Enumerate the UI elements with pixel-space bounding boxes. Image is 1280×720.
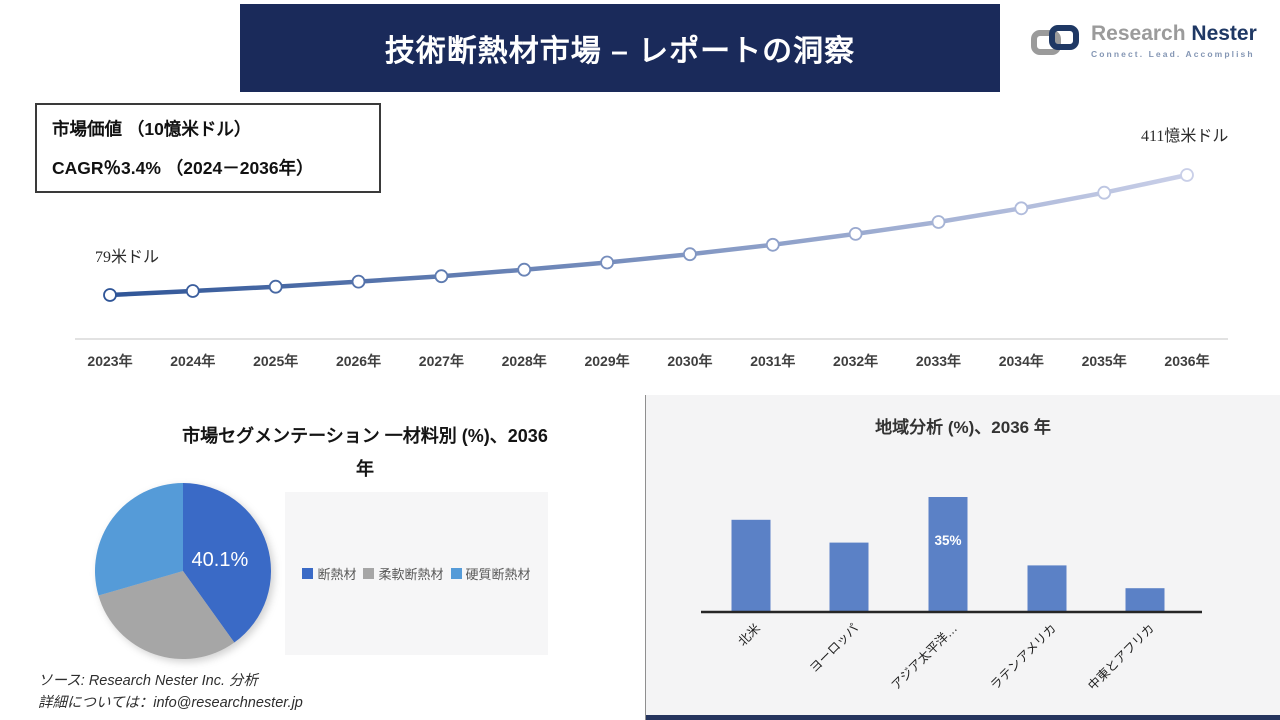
line-point	[517, 262, 532, 277]
x-axis-label: 2035年	[1081, 353, 1127, 369]
line-end-value-label: 411憶米ドル	[1141, 128, 1229, 145]
pie-legend: 断熱材 柔軟断熱材 硬質断熱材	[302, 564, 531, 583]
segmentation-pie-chart: 40.1%	[94, 483, 272, 660]
bar-category-label: 北米	[736, 621, 764, 649]
bar-category-label: アジア太平洋…	[888, 621, 960, 693]
source-line: ソース: Research Nester Inc. 分析	[38, 673, 259, 689]
logo-tagline: Connect. Lead. Accomplish	[1091, 49, 1255, 60]
legend-swatch-icon	[450, 568, 462, 579]
regional-bar-chart-panel: 地域分析 (%)、2036 年 北米 ヨーロッパ 35% アジア太平洋… ラテンアメリカ…	[645, 395, 1280, 720]
pie-legend-panel: 断熱材 柔軟断熱材 硬質断熱材	[285, 492, 548, 655]
panel-bottom-accent	[646, 715, 1280, 720]
line-point	[683, 247, 697, 262]
x-axis-label: 2032年	[833, 353, 879, 369]
source-note: ソース: Research Nester Inc. 分析 詳細については：inf…	[38, 671, 303, 715]
bar	[829, 542, 869, 611]
legend-swatch-icon	[302, 568, 314, 579]
logo-wordmark: Research Nester	[1091, 22, 1257, 45]
x-axis-label: 2036年	[1164, 353, 1210, 369]
page-title: 技術断熱材市場 – レポートの洞察	[384, 35, 856, 68]
cagr-label: CAGR％3.4% （2024－2036年）	[52, 158, 314, 178]
x-axis-label: 2025年	[253, 353, 299, 369]
legend-label: 硬質断熱材	[465, 567, 531, 582]
line-start-value-label: 79米ドル	[95, 249, 160, 266]
x-axis-label: 2028年	[501, 353, 547, 369]
pie-slice	[98, 571, 235, 660]
x-axis-label: 2031年	[750, 353, 796, 369]
bar	[928, 497, 968, 611]
line-point	[268, 279, 283, 294]
line-point	[351, 274, 366, 289]
pie-chart-title: 市場セグメンテーション 一材料別 (%)、2036 年	[182, 426, 548, 480]
line-point	[931, 215, 946, 229]
research-nester-logo: Research Nester Connect. Lead. Accomplis…	[1030, 22, 1257, 60]
line-point	[103, 288, 117, 302]
regional-bar-chart: 北米 ヨーロッパ 35% アジア太平洋… ラテンアメリカ 中東とアフリカ	[701, 497, 1202, 693]
bar-category-label: ヨーロッパ	[807, 621, 861, 675]
pie-slice	[183, 483, 272, 643]
legend-label: 柔軟断熱材	[378, 567, 444, 582]
legend-swatch-icon	[363, 568, 375, 579]
contact-line: 詳細については：info@researchnester.jp	[38, 694, 303, 711]
bar-chart-title: 地域分析 (%)、2036 年	[875, 418, 1051, 437]
x-axis-label: 2024年	[170, 353, 216, 369]
x-axis-label: 2023年	[87, 353, 133, 369]
chain-links-icon	[1030, 22, 1082, 60]
x-axis-label: 2026年	[335, 353, 382, 369]
line-point	[1014, 201, 1029, 216]
line-point	[1180, 168, 1194, 182]
line-point	[185, 284, 200, 298]
x-axis-label: 2027年	[418, 353, 464, 369]
pie-slice	[94, 483, 183, 596]
market-value-label: 市場価値 （10憶米ドル）	[52, 119, 252, 139]
line-point	[1097, 185, 1112, 200]
title-banner: 技術断熱材市場 – レポートの洞察	[240, 4, 1000, 92]
x-axis-label: 2029年	[584, 353, 630, 369]
line-point	[434, 269, 449, 284]
bar-data-label: 35%	[934, 533, 961, 548]
trend-line	[107, 172, 1190, 298]
pie-data-label: 40.1%	[192, 549, 249, 571]
line-point	[600, 255, 614, 270]
market-value-box: 市場価値 （10憶米ドル） CAGR％3.4% （2024－2036年）	[35, 103, 381, 193]
legend-label: 断熱材	[317, 567, 357, 582]
bar-category-label: 中東とアフリカ	[1085, 621, 1157, 693]
legend-item: 柔軟断熱材	[363, 564, 444, 583]
legend-item: 硬質断熱材	[450, 564, 531, 583]
line-point	[848, 227, 863, 241]
market-trend-line-chart	[50, 120, 1230, 355]
bar-category-label: ラテンアメリカ	[988, 621, 1059, 692]
x-axis-label: 2034年	[998, 353, 1044, 369]
bar	[1125, 588, 1165, 611]
bar	[1027, 565, 1067, 611]
bar	[731, 519, 771, 611]
x-axis-label: 2030年	[667, 353, 713, 369]
x-axis-label: 2033年	[915, 353, 962, 369]
legend-item: 断熱材	[302, 564, 356, 583]
line-point	[765, 237, 780, 252]
line-chart-x-axis: 2023年 2024年 2025年 2026年 2027年 2028年 2029年 2030年…	[50, 351, 1230, 373]
